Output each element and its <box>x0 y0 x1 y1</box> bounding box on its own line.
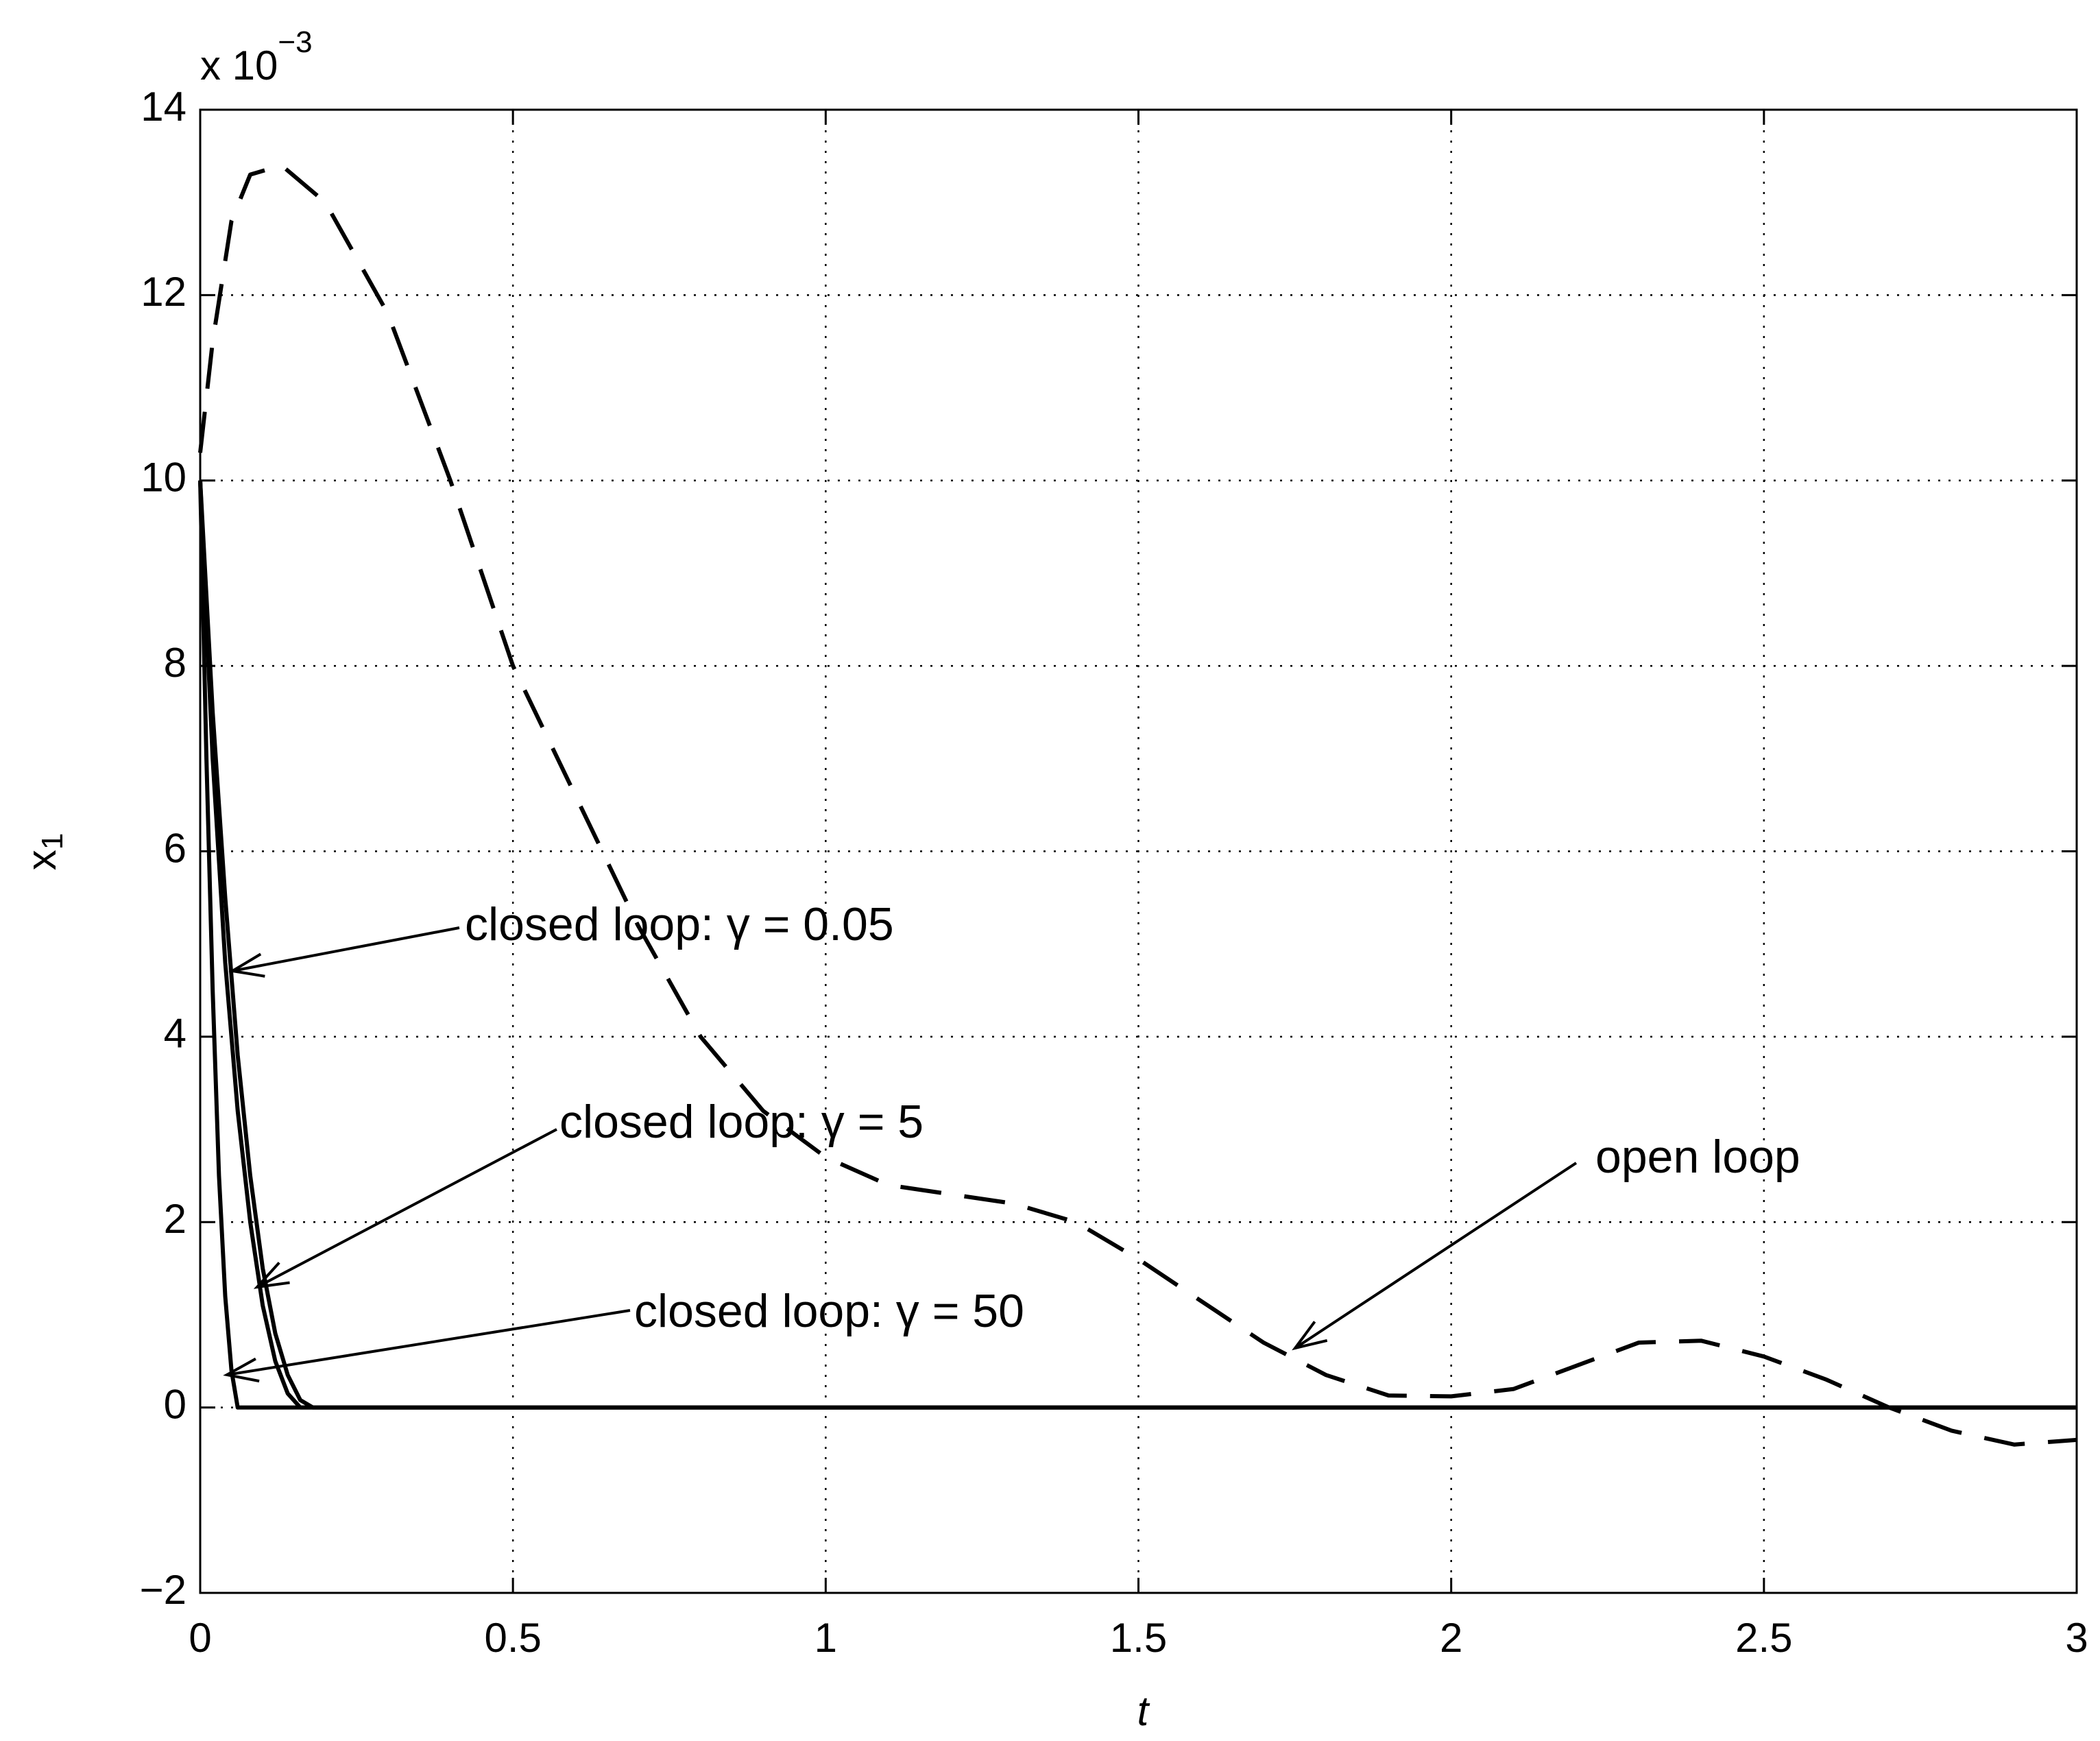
arrow-head <box>223 1357 260 1383</box>
x-axis-label: t <box>1137 1688 1150 1734</box>
x-tick-label: 2.5 <box>1735 1615 1792 1661</box>
y-multiplier-exp: −3 <box>278 25 312 59</box>
x-tick-label: 1.5 <box>1110 1615 1167 1661</box>
x-tick-label: 0.5 <box>484 1615 541 1661</box>
annotation: closed loop: γ = 5 <box>559 1096 924 1148</box>
plot-frame <box>199 108 2078 1594</box>
series-line <box>198 480 2077 1410</box>
y-multiplier-base: x 10 <box>200 43 278 88</box>
arrow-head <box>1292 1321 1328 1351</box>
y-tick-label: −2 <box>140 1567 186 1613</box>
arrow-head <box>228 952 265 978</box>
annotation-arrow <box>1294 1162 1578 1349</box>
y-label-main: x <box>19 850 64 870</box>
x-tick-label: 0 <box>189 1615 211 1661</box>
series-line <box>198 163 2077 1447</box>
y-tick-label: 4 <box>164 1011 186 1057</box>
annotation-arrow <box>232 926 460 972</box>
arrow-head <box>253 1262 290 1289</box>
y-tick-label: 0 <box>164 1381 186 1427</box>
annotation: closed loop: γ = 0.05 <box>465 898 894 950</box>
y-tick-label: 10 <box>141 455 186 501</box>
annotation-arrow <box>226 1309 631 1376</box>
series-line <box>198 480 2077 1410</box>
x-tick-label: 3 <box>2065 1615 2088 1661</box>
y-tick-label: 8 <box>164 640 186 686</box>
annotation: open loop <box>1595 1131 1800 1183</box>
x-tick-label: 1 <box>814 1615 837 1661</box>
y-axis-label: x1 <box>19 833 69 870</box>
y-tick-label: 2 <box>164 1196 186 1242</box>
y-label-sub: 1 <box>36 833 69 850</box>
x-tick-label: 2 <box>1440 1615 1462 1661</box>
annotation: closed loop: γ = 50 <box>634 1285 1024 1337</box>
y-tick-label: 12 <box>141 269 186 315</box>
annotation-arrow <box>256 1128 557 1288</box>
series-line <box>198 480 2077 1410</box>
y-tick-label: 6 <box>164 825 186 871</box>
y-tick-label: 14 <box>141 84 186 130</box>
y-multiplier: x 10−3 <box>200 25 313 88</box>
